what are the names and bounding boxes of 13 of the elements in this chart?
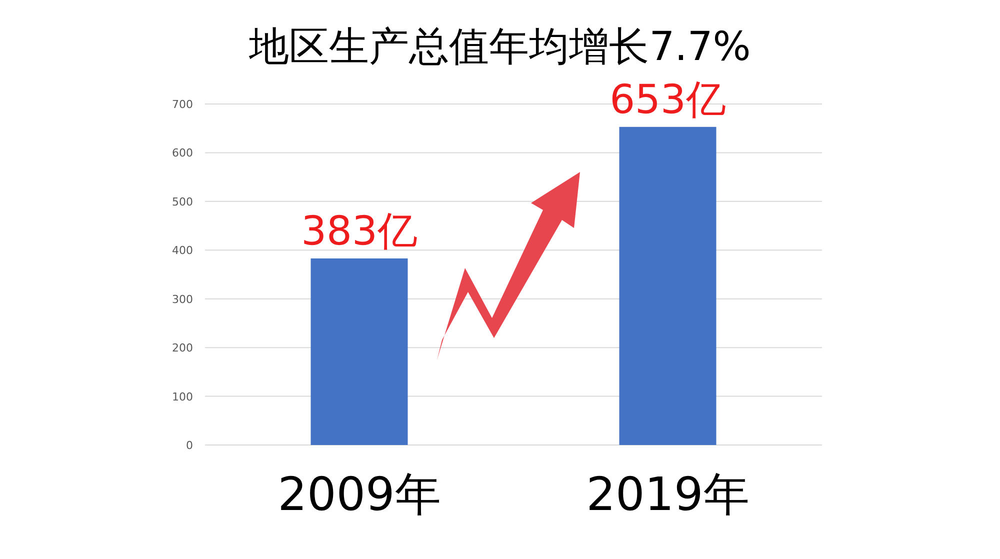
x-tick-label: 2009年 <box>278 467 441 521</box>
chart-title: 地区生产总值年均增长7.7% <box>248 24 751 70</box>
data-label: 383亿 <box>301 208 418 254</box>
data-label: 653亿 <box>610 76 726 123</box>
y-tick-label: 400 <box>172 244 193 258</box>
y-tick-label: 200 <box>172 342 193 355</box>
y-tick-label: 300 <box>172 292 193 306</box>
x-tick-label: 2019年 <box>586 467 750 521</box>
y-tick-label: 600 <box>172 146 193 160</box>
y-tick-label: 700 <box>172 98 193 111</box>
y-tick-label: 100 <box>172 390 193 404</box>
y-tick-label: 500 <box>172 195 193 208</box>
y-tick-label: 0 <box>186 439 193 452</box>
